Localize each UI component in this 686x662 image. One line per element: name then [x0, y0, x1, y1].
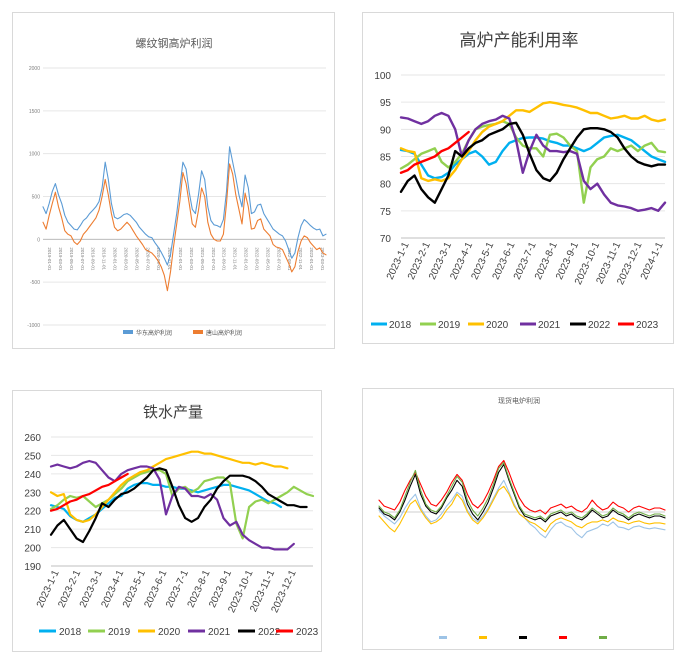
blast-furnace-capacity-utilization-chart: 高炉产能利用率1009590858075702023-1-12023-2-120…: [371, 31, 667, 331]
legend-label-5: 2023: [636, 320, 659, 331]
chart2-series-line-2: [399, 100, 667, 183]
chart2-series-line-5: [399, 130, 470, 175]
legend-label-2: 2020: [486, 320, 509, 331]
y-tick-label-4: 0: [37, 237, 40, 243]
chart-title: 铁水产量: [143, 404, 203, 421]
chart-title: 现货电炉利润: [498, 396, 540, 405]
y-tick-label-2: 90: [380, 125, 392, 136]
y-tick-label-1: 250: [24, 451, 41, 462]
legend-marker-4: [599, 636, 607, 639]
x-tick-label-20: 2022-05-01: [265, 247, 270, 271]
y-tick-label-0: 260: [24, 433, 41, 444]
chart4-series-line-1: [378, 485, 666, 533]
x-tick-label-16: 2021-09-01: [222, 247, 227, 271]
legend-label-1: 2019: [108, 627, 131, 638]
x-tick-label-12: 2021-01-01: [178, 247, 183, 271]
x-tick-label-10: 2020-09-01: [156, 247, 161, 271]
y-tick-label-5: 210: [24, 525, 41, 536]
y-tick-label-0: 2000: [29, 66, 40, 72]
chart4-series-line-3: [378, 459, 666, 515]
legend-marker-0: [123, 330, 133, 334]
y-tick-label-4: 80: [380, 180, 392, 191]
y-tick-label-2: 240: [24, 470, 41, 481]
x-tick-label-18: 2022-01-01: [244, 247, 249, 271]
y-tick-label-3: 230: [24, 488, 41, 499]
x-tick-label-13: 2021-03-01: [189, 247, 194, 271]
legend-label-4: 2022: [258, 627, 281, 638]
x-tick-label-19: 2022-03-01: [254, 247, 259, 271]
chart2-series-line-1: [399, 119, 667, 204]
y-tick-label-4: 220: [24, 507, 41, 518]
x-tick-label-22: 2022-09-01: [287, 247, 292, 271]
spot-eaf-profit-panel: 现货电炉利润: [362, 388, 674, 650]
chart2-series-line-4: [399, 121, 667, 204]
legend-label-4: 2022: [588, 320, 611, 331]
chart1-series-line-1: [42, 163, 327, 292]
chart4-series-line-0: [378, 479, 666, 539]
legend-marker-0: [439, 636, 447, 639]
x-tick-label-2: 2019-05-01: [69, 247, 74, 271]
chart3-series-line-3: [49, 459, 295, 551]
y-tick-label-2: 1000: [29, 152, 40, 158]
chart3-series-line-2: [49, 450, 289, 523]
y-tick-label-6: -1000: [27, 323, 40, 329]
x-tick-label-3: 2019-07-01: [80, 247, 85, 271]
legend-label-3: 2021: [538, 320, 561, 331]
y-tick-label-1: 95: [380, 98, 392, 109]
legend-marker-3: [559, 636, 567, 639]
chart1-series-line-0: [42, 146, 327, 266]
x-tick-label-4: 2019-09-01: [91, 247, 96, 271]
chart-title: 螺纹钢高炉利润: [136, 36, 213, 50]
blast-furnace-capacity-utilization-panel: 高炉产能利用率 100 95 90 85 80 75 70 2023-1-1 2023-2-1 20…: [362, 12, 674, 344]
chart2-series-line-3: [399, 111, 667, 213]
spot-eaf-profit-chart: 现货电炉利润: [378, 396, 666, 639]
rebar-blast-furnace-profit-panel: 螺纹钢高炉利润 2000 1500 1000 500 0 -500 -1000 2019-01-…: [12, 12, 335, 349]
x-tick-label-21: 2022-07-01: [276, 247, 281, 271]
y-tick-label-1: 1500: [29, 109, 40, 115]
x-tick-label-15: 2021-07-01: [211, 247, 216, 271]
x-tick-label-7: 2020-03-01: [123, 247, 128, 271]
legend-label-1: 2019: [438, 320, 461, 331]
x-tick-label-14: 2021-05-01: [200, 247, 205, 271]
x-tick-label-0: 2019-01-01: [47, 247, 52, 271]
legend-label-3: 2021: [208, 627, 231, 638]
legend-marker-1: [479, 636, 487, 639]
legend-label-5: 2023: [296, 627, 319, 638]
y-tick-label-7: 190: [24, 562, 41, 573]
x-tick-label-23: 2022-11-01: [298, 247, 303, 270]
chart3-series-line-0: [49, 481, 283, 523]
rebar-blast-furnace-profit-chart: 螺纹钢高炉利润 2000 1500 1000 500 0 -500 -1000 2019-01-…: [27, 36, 327, 337]
y-tick-label-0: 100: [374, 71, 391, 82]
x-tick-label-5: 2019-11-01: [102, 247, 107, 270]
y-tick-label-3: 85: [380, 153, 392, 164]
y-tick-label-5: -500: [30, 280, 40, 286]
legend-label-0: 2018: [59, 627, 82, 638]
x-tick-label-6: 2020-01-01: [113, 247, 118, 271]
legend-label-0: 华东高炉利润: [136, 329, 172, 337]
chart4-series-line-2: [378, 463, 666, 523]
x-tick-label-9: 2020-07-01: [145, 247, 150, 271]
x-tick-label-24: 2023-01-01: [309, 247, 314, 271]
y-tick-label-6: 70: [380, 234, 392, 245]
x-tick-label-1: 2019-03-01: [58, 247, 63, 271]
y-tick-label-5: 75: [380, 207, 392, 218]
hot-metal-output-chart: 铁水产量2602502402302202102001902023-1-12023…: [24, 404, 319, 638]
chart3-series-line-5: [49, 472, 129, 512]
y-tick-label-3: 500: [32, 195, 41, 201]
x-tick-label-25: 2023-03-01: [320, 247, 325, 271]
legend-marker-2: [519, 636, 527, 639]
legend-label-0: 2018: [389, 320, 412, 331]
chart2-series-line-0: [399, 133, 667, 180]
x-tick-label-17: 2021-11-01: [233, 247, 238, 270]
hot-metal-output-panel: 铁水产量 260 250 240 230 220 210 200 190 2023-1-1 2023…: [12, 390, 322, 652]
legend-label-1: 唐山高炉利润: [206, 329, 242, 337]
chart4-series-line-4: [378, 461, 666, 521]
chart-title: 高炉产能利用率: [460, 31, 579, 50]
chart3-series-line-4: [49, 467, 308, 544]
legend-label-2: 2020: [158, 627, 181, 638]
legend-marker-1: [193, 330, 203, 334]
x-tick-label-8: 2020-05-01: [134, 247, 139, 271]
y-tick-label-6: 200: [24, 544, 41, 555]
